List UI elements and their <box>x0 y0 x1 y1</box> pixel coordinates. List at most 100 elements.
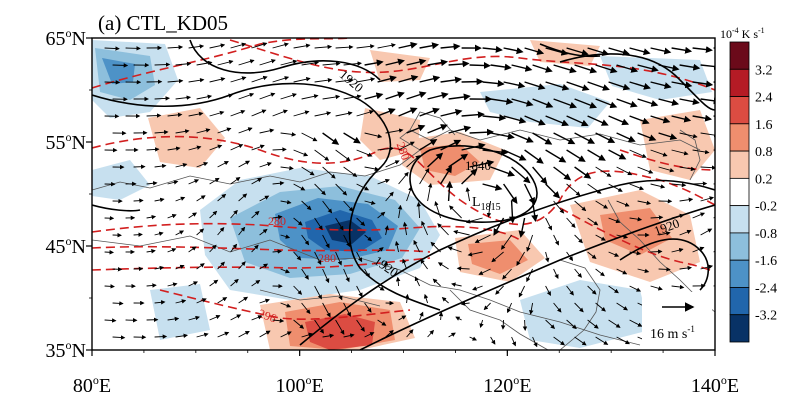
wind-vector <box>196 228 205 236</box>
colorbar-box <box>729 287 750 316</box>
wind-vector <box>293 217 303 226</box>
wind-vector <box>133 198 144 203</box>
wind-vector <box>377 319 387 326</box>
wind-vector <box>272 318 285 323</box>
wind-vector <box>608 47 630 56</box>
wind-vector <box>259 330 271 338</box>
wind-vector <box>671 81 693 89</box>
wind-vector <box>209 177 220 185</box>
wind-vector <box>479 319 484 329</box>
wind-vector <box>175 95 192 100</box>
wind-vector <box>112 63 129 68</box>
wind-vector <box>440 43 461 51</box>
wind-vector <box>448 60 470 68</box>
wind-vector <box>343 61 362 66</box>
wind-vector <box>209 210 218 219</box>
wind-vector <box>259 298 270 304</box>
wind-vector <box>490 166 516 177</box>
wind-vector <box>616 268 628 275</box>
wind-vector <box>595 234 606 241</box>
wind-vector <box>506 302 513 314</box>
colorbar-label: 0.2 <box>755 172 773 187</box>
wind-vector <box>259 195 270 202</box>
wind-vector <box>293 285 303 295</box>
wind-vector <box>461 168 478 185</box>
colorbar-box <box>729 177 750 207</box>
wind-vector <box>490 97 514 105</box>
wind-vector <box>251 42 268 49</box>
wind-vector <box>322 166 336 179</box>
wind-vector <box>545 319 556 329</box>
wind-vector <box>364 92 384 100</box>
wind-vector <box>447 246 462 253</box>
wind-vector <box>293 319 305 329</box>
wind-vector <box>188 111 204 117</box>
wind-vector <box>416 201 422 219</box>
wind-vector <box>406 124 426 134</box>
wind-vector <box>196 60 213 66</box>
wind-vector <box>251 315 263 321</box>
wind-vector <box>629 81 651 90</box>
wind-vector <box>238 261 246 270</box>
wind-vector <box>679 229 692 236</box>
wind-vector <box>692 114 713 122</box>
wind-vector <box>272 147 287 152</box>
wind-vector <box>700 264 714 270</box>
wind-vector <box>608 81 631 91</box>
wind-vector <box>397 204 403 219</box>
wind-vector <box>524 115 546 126</box>
wind-vector <box>503 149 527 161</box>
wind-vector <box>385 58 405 66</box>
colorbar-box <box>729 41 750 70</box>
wind-vector <box>472 285 483 291</box>
wind-vector <box>335 111 353 117</box>
wind-vector <box>314 149 330 161</box>
wind-vector <box>679 166 696 172</box>
wind-vector <box>356 149 373 157</box>
wind-vector <box>301 302 311 315</box>
wind-vector <box>491 251 504 263</box>
wind-vector <box>104 318 117 323</box>
wind-vector <box>469 159 495 168</box>
wind-vector <box>259 228 268 236</box>
wind-vector <box>356 110 374 117</box>
wind-vector <box>478 268 491 275</box>
wind-vector <box>566 319 577 330</box>
wind-vector <box>154 129 169 135</box>
wind-vector <box>406 329 414 338</box>
wind-vector <box>251 279 261 287</box>
wind-vector <box>406 91 427 100</box>
wind-vector <box>511 64 533 72</box>
wind-vector <box>364 166 380 172</box>
wind-vector <box>467 251 483 257</box>
colorbar-label: 1.6 <box>755 118 773 133</box>
wind-vector <box>280 165 294 171</box>
wind-vector <box>440 108 463 117</box>
wind-vector <box>395 276 401 287</box>
wind-vector <box>322 61 341 67</box>
wind-vector <box>259 59 276 66</box>
wind-vector <box>209 43 226 49</box>
wind-vector <box>566 251 574 262</box>
wind-vector <box>508 200 516 224</box>
wind-vector <box>251 109 267 117</box>
wind-vector <box>377 178 390 185</box>
wind-vector <box>343 132 361 144</box>
wind-vector <box>587 183 602 194</box>
wind-vector <box>511 132 534 143</box>
wind-vector <box>230 76 247 83</box>
wind-vector <box>629 216 643 222</box>
wind-vector <box>522 319 528 331</box>
wind-vector <box>493 217 505 236</box>
wind-vector <box>490 336 496 345</box>
wind-vector <box>112 335 126 340</box>
wind-vector <box>175 196 186 202</box>
wind-vector <box>238 296 249 304</box>
wind-vector <box>490 63 512 71</box>
wind-vector <box>280 302 292 308</box>
low-center-label: L1815 <box>472 195 501 213</box>
wind-vector <box>482 80 505 87</box>
wind-vector <box>251 210 260 219</box>
wind-vector <box>209 110 225 117</box>
wind-vector <box>526 268 533 283</box>
